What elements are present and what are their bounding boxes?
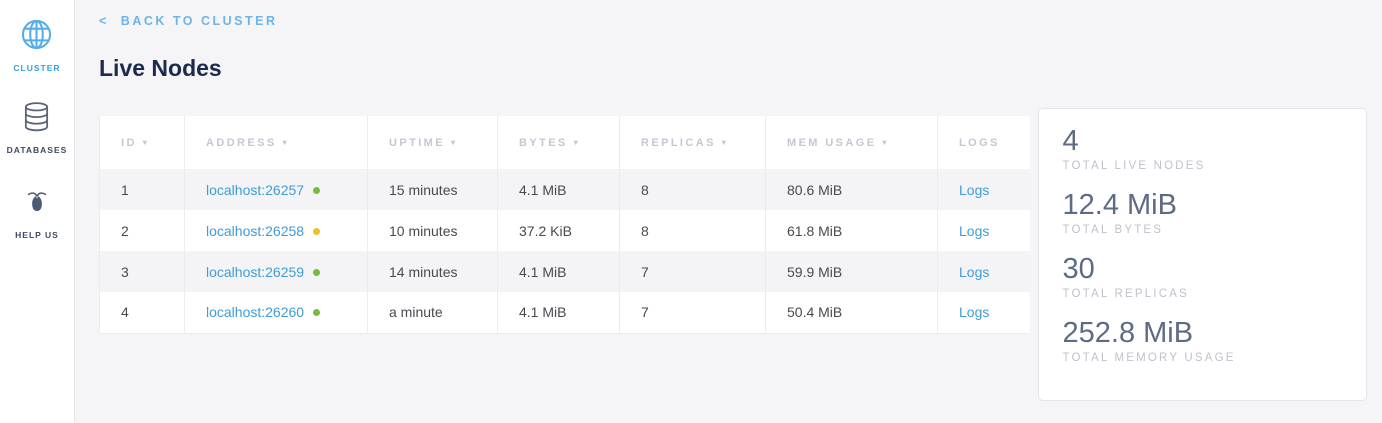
column-header-mem-usage[interactable]: MEM USAGE ▾ xyxy=(765,116,938,169)
logs-link[interactable]: Logs xyxy=(959,222,990,239)
sort-arrow-icon: ▾ xyxy=(721,137,729,147)
cockroach-icon xyxy=(19,183,55,224)
node-uptime-cell: a minute xyxy=(367,292,498,334)
node-address-link[interactable]: localhost:26259 xyxy=(206,263,305,280)
logs-link[interactable]: Logs xyxy=(959,304,990,321)
table-row: 2 localhost:26258 10 minutes 37.2 KiB 8 61.8 … xyxy=(99,210,1030,251)
node-mem-usage-cell: 61.8 MiB xyxy=(765,210,938,251)
stat-value: 4 xyxy=(1062,125,1079,157)
node-logs-cell: Logs xyxy=(937,251,1030,292)
sort-arrow-icon: ▾ xyxy=(573,137,581,147)
sidebar-item-label: CLUSTER xyxy=(13,63,61,73)
column-header-label: BYTES xyxy=(519,136,568,149)
nodes-table-container: ID ▾ ADDRESS ▾ UPTIME ▾ BYTES ▾ REPLICAS ▾ MEM USA… xyxy=(99,116,1030,334)
back-link-label: BACK TO CLUSTER xyxy=(120,14,278,28)
node-id-cell: 2 xyxy=(99,210,185,251)
node-address-cell: localhost:26259 xyxy=(184,251,368,292)
node-address-cell: localhost:26257 xyxy=(184,169,368,210)
node-address-cell: localhost:26260 xyxy=(184,292,368,334)
node-uptime-cell: 15 minutes xyxy=(367,169,498,210)
node-replicas-cell: 7 xyxy=(619,251,766,292)
content-row: ID ▾ ADDRESS ▾ UPTIME ▾ BYTES ▾ REPLICAS ▾ MEM USA… xyxy=(99,108,1367,401)
back-to-cluster-link[interactable]: < BACK TO CLUSTER xyxy=(99,14,278,28)
summary-stat: 252.8 MiB TOTAL MEMORY USAGE xyxy=(1063,317,1342,364)
column-header-label: ID xyxy=(121,136,137,149)
node-status-dot-icon xyxy=(313,309,321,317)
node-bytes-cell: 4.1 MiB xyxy=(497,169,620,210)
column-header-replicas[interactable]: REPLICAS ▾ xyxy=(619,116,766,169)
node-id-cell: 4 xyxy=(99,292,185,334)
page-title: Live Nodes xyxy=(99,55,222,81)
node-replicas-cell: 7 xyxy=(619,292,766,334)
column-header-id[interactable]: ID ▾ xyxy=(99,116,185,169)
column-header-label: ADDRESS xyxy=(206,136,277,149)
node-address-cell: localhost:26258 xyxy=(184,210,368,251)
node-replicas-cell: 8 xyxy=(619,210,766,251)
sidebar: CLUSTER DATABASES HELP US xyxy=(0,0,75,423)
node-logs-cell: Logs xyxy=(937,169,1030,210)
logs-link[interactable]: Logs xyxy=(959,263,990,280)
sort-arrow-icon: ▾ xyxy=(450,137,458,147)
stat-label: TOTAL BYTES xyxy=(1062,224,1164,236)
summary-panel: 4 TOTAL LIVE NODES 12.4 MiB TOTAL BYTES 30 TO… xyxy=(1037,108,1367,401)
node-replicas-cell: 8 xyxy=(619,169,766,210)
column-header-address[interactable]: ADDRESS ▾ xyxy=(184,116,368,169)
nodes-table: ID ▾ ADDRESS ▾ UPTIME ▾ BYTES ▾ REPLICAS ▾ MEM USA… xyxy=(99,116,1030,334)
main-content: < BACK TO CLUSTER Live Nodes ID ▾ ADDRESS ▾… xyxy=(75,0,1382,423)
node-mem-usage-cell: 80.6 MiB xyxy=(765,169,938,210)
node-address-link[interactable]: localhost:26260 xyxy=(206,304,305,321)
sidebar-item-cluster[interactable]: CLUSTER xyxy=(13,17,60,73)
node-address-link[interactable]: localhost:26258 xyxy=(206,222,305,239)
database-icon xyxy=(21,101,52,139)
table-row: 1 localhost:26257 15 minutes 4.1 MiB 8 80.6 M… xyxy=(99,169,1030,210)
column-header-bytes[interactable]: BYTES ▾ xyxy=(497,116,620,169)
stat-value: 252.8 MiB xyxy=(1062,317,1194,349)
back-chevron-icon: < xyxy=(99,14,109,28)
node-status-dot-icon xyxy=(313,268,321,276)
sidebar-item-help-us[interactable]: HELP US xyxy=(15,183,59,240)
column-header-label: UPTIME xyxy=(389,136,445,149)
node-uptime-cell: 10 minutes xyxy=(367,210,498,251)
sort-arrow-icon: ▾ xyxy=(142,137,150,147)
node-id-cell: 1 xyxy=(99,169,185,210)
sidebar-item-databases[interactable]: DATABASES xyxy=(7,101,68,155)
logs-link[interactable]: Logs xyxy=(959,181,990,198)
node-status-dot-icon xyxy=(313,227,321,235)
summary-stat: 30 TOTAL REPLICAS xyxy=(1063,253,1342,300)
column-header-uptime[interactable]: UPTIME ▾ xyxy=(367,116,498,169)
summary-stat: 4 TOTAL LIVE NODES xyxy=(1063,125,1342,172)
stat-label: TOTAL LIVE NODES xyxy=(1062,160,1206,172)
node-bytes-cell: 4.1 MiB xyxy=(497,251,620,292)
node-logs-cell: Logs xyxy=(937,292,1030,334)
column-header-label: LOGS xyxy=(959,136,1000,149)
node-mem-usage-cell: 50.4 MiB xyxy=(765,292,938,334)
table-row: 4 localhost:26260 a minute 4.1 MiB 7 50.4 MiB… xyxy=(99,292,1030,334)
table-header-row: ID ▾ ADDRESS ▾ UPTIME ▾ BYTES ▾ REPLICAS ▾ MEM USA… xyxy=(99,116,1030,169)
node-address-link[interactable]: localhost:26257 xyxy=(206,181,305,198)
nodes-table-body: 1 localhost:26257 15 minutes 4.1 MiB 8 80.6 M… xyxy=(99,169,1030,334)
stat-label: TOTAL REPLICAS xyxy=(1062,288,1189,300)
node-bytes-cell: 4.1 MiB xyxy=(497,292,620,334)
node-logs-cell: Logs xyxy=(937,210,1030,251)
table-row: 3 localhost:26259 14 minutes 4.1 MiB 7 59.9 M… xyxy=(99,251,1030,292)
globe-icon xyxy=(19,17,54,57)
node-id-cell: 3 xyxy=(99,251,185,292)
stat-value: 30 xyxy=(1062,253,1095,285)
column-header-logs: LOGS xyxy=(937,116,1030,169)
sidebar-item-label: DATABASES xyxy=(6,145,68,155)
sort-arrow-icon: ▾ xyxy=(882,137,889,147)
sort-arrow-icon: ▾ xyxy=(282,137,290,147)
summary-stat: 12.4 MiB TOTAL BYTES xyxy=(1063,189,1342,236)
node-status-dot-icon xyxy=(313,186,321,194)
column-header-label: REPLICAS xyxy=(641,136,716,149)
node-bytes-cell: 37.2 KiB xyxy=(497,210,620,251)
node-uptime-cell: 14 minutes xyxy=(367,251,498,292)
node-mem-usage-cell: 59.9 MiB xyxy=(765,251,938,292)
stat-label: TOTAL MEMORY USAGE xyxy=(1062,352,1236,364)
stat-value: 12.4 MiB xyxy=(1062,189,1177,221)
column-header-label: MEM USAGE xyxy=(787,136,877,149)
sidebar-item-label: HELP US xyxy=(15,230,59,240)
